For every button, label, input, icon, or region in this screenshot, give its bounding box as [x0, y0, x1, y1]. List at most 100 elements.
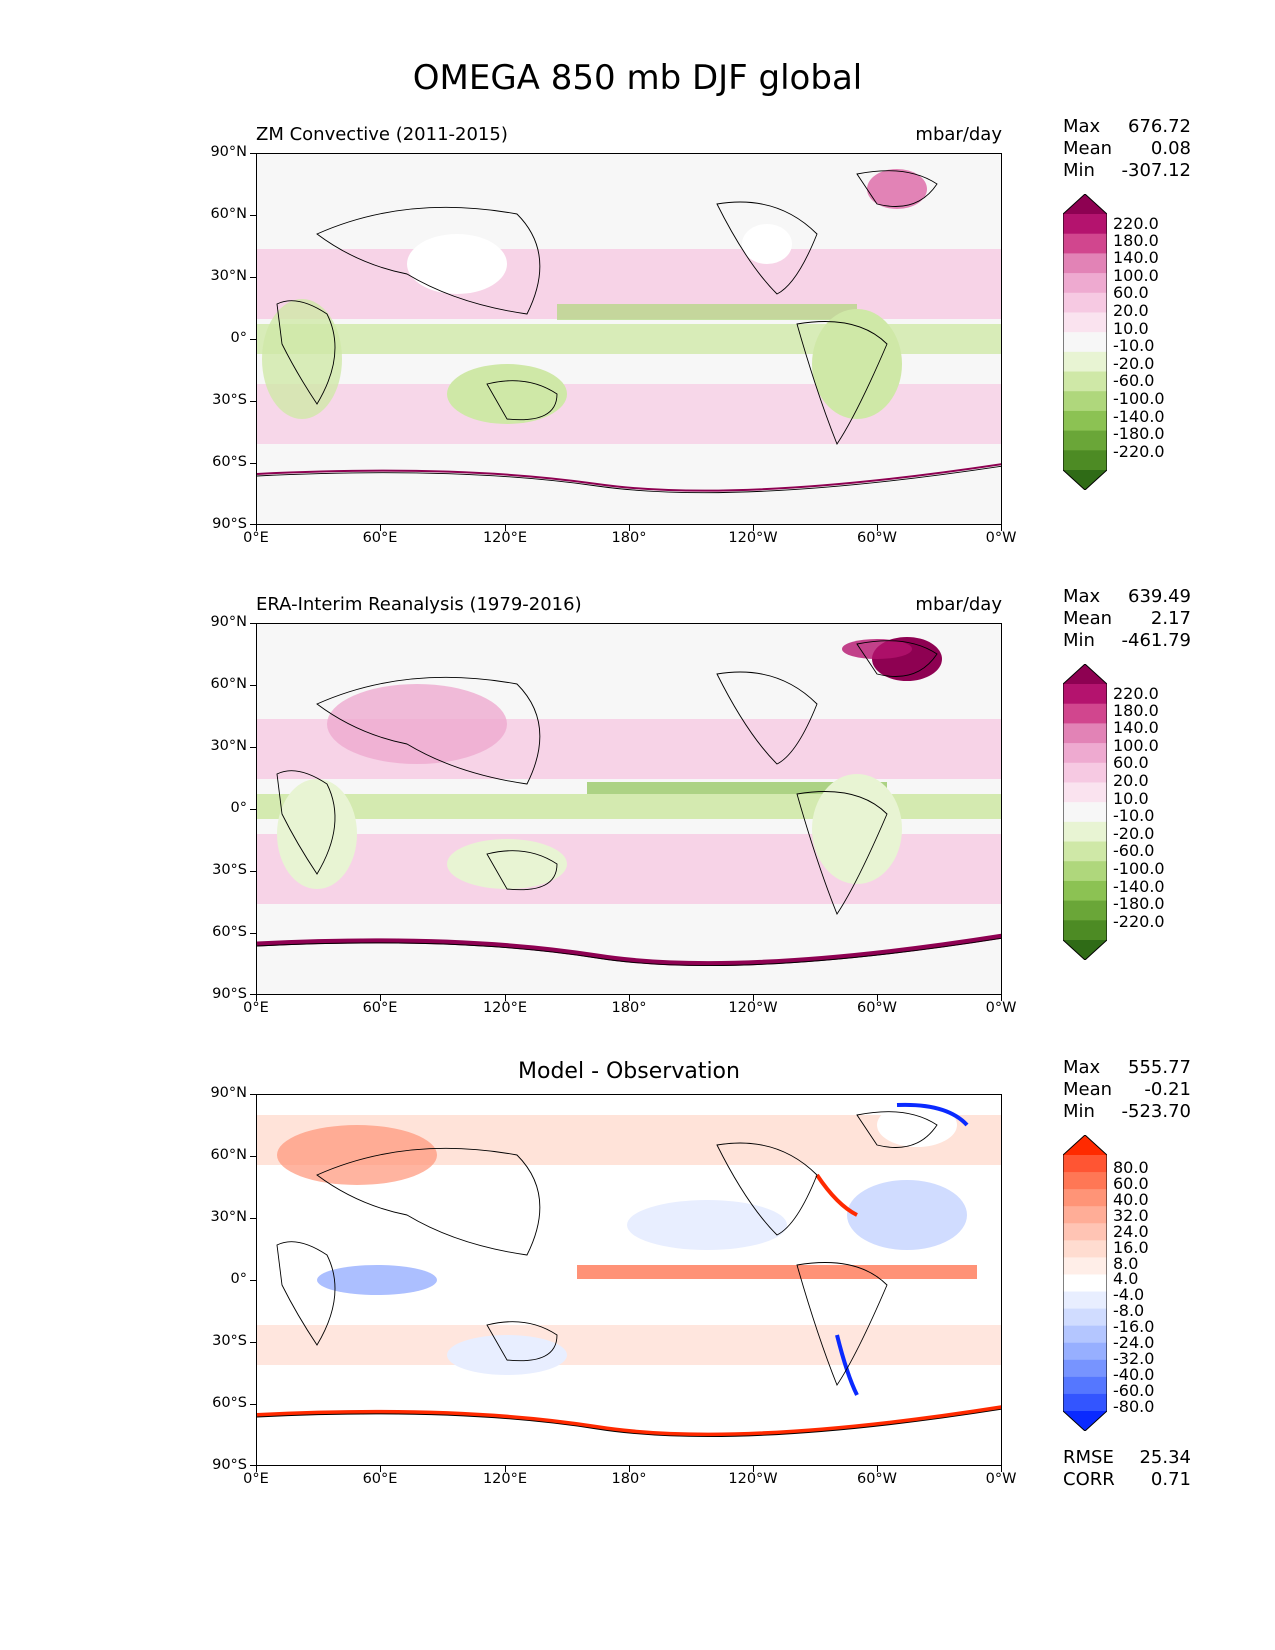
map-diff-field — [257, 1095, 1001, 1465]
colorbar-segment — [1063, 1393, 1107, 1412]
lon-label: 0°W — [985, 530, 1017, 546]
colorbar-segment — [1063, 292, 1107, 314]
colorbar-tick-label: 220.0 — [1113, 684, 1159, 703]
colorbar-segment — [1063, 1172, 1107, 1190]
lat-label: 90°S — [212, 986, 247, 1002]
stat-label: Min — [1063, 160, 1095, 181]
colorbar-segment — [1063, 1240, 1107, 1258]
stat-mean: -0.21 — [1144, 1079, 1191, 1100]
colorbar-tick-label: 20.0 — [1113, 301, 1149, 320]
y-tick — [250, 463, 256, 464]
y-tick — [250, 277, 256, 278]
colorbar-tick-label: -20.0 — [1113, 354, 1155, 373]
stat-label: Max — [1063, 586, 1101, 607]
colorbar-segment — [1063, 470, 1107, 490]
y-tick — [250, 1280, 256, 1281]
colorbar-segment — [1063, 332, 1107, 353]
colorbar-tick-label: 140.0 — [1113, 248, 1159, 267]
lat-label: 60°S — [212, 924, 247, 940]
colorbar-tick-label: 16.0 — [1113, 1238, 1149, 1257]
x-tick — [877, 1466, 878, 1472]
colorbar-tick-label: 100.0 — [1113, 736, 1159, 755]
x-tick — [380, 525, 381, 531]
map-model-field — [257, 154, 1001, 524]
colorbar-tick-label: -20.0 — [1113, 824, 1155, 843]
stat-label: Mean — [1063, 608, 1113, 629]
lon-label: 180° — [611, 1000, 647, 1016]
lon-label: 0°E — [243, 1471, 269, 1487]
panel-obs: ERA-Interim Reanalysis (1979-2016) mbar/… — [0, 586, 1275, 1056]
lon-label: 120°W — [728, 1471, 778, 1487]
stat-label: Max — [1063, 116, 1101, 137]
lon-label: 60°W — [856, 530, 898, 546]
x-tick — [753, 1466, 754, 1472]
colorbar-segment — [1063, 1342, 1107, 1361]
lat-label: 90°N — [210, 1085, 247, 1101]
colorbar-segment — [1063, 194, 1107, 214]
x-tick — [505, 1466, 506, 1472]
stat-label: Min — [1063, 1101, 1095, 1122]
colorbar-tick-label: -16.0 — [1113, 1317, 1155, 1336]
map-obs-field — [257, 624, 1001, 994]
y-tick — [250, 1342, 256, 1343]
colorbar-tick-label: -220.0 — [1113, 442, 1165, 461]
colorbar-segment — [1063, 703, 1107, 724]
lat-label: 60°N — [210, 1147, 247, 1163]
colorbar-segment — [1063, 391, 1107, 412]
colorbar-segment — [1063, 1257, 1107, 1276]
stat-min: -523.70 — [1121, 1101, 1191, 1122]
x-tick — [505, 995, 506, 1001]
colorbar-tick-label: -8.0 — [1113, 1301, 1145, 1320]
colorbar-tick-label: 180.0 — [1113, 701, 1159, 720]
colorbar-tick-label: 60.0 — [1113, 1174, 1149, 1193]
colorbar — [1063, 194, 1107, 490]
lon-label: 0°E — [243, 530, 269, 546]
panel-title-left: ERA-Interim Reanalysis (1979-2016) — [256, 594, 582, 615]
y-tick — [250, 747, 256, 748]
lat-label: 90°S — [212, 1457, 247, 1473]
stats-box: Max 555.77 Mean -0.21 Min -523.70 — [1063, 1057, 1191, 1123]
colorbar-tick-label: -32.0 — [1113, 1349, 1155, 1368]
colorbar-segment — [1063, 273, 1107, 294]
lat-label: 30°N — [210, 1209, 247, 1225]
panel-title-center: Model - Observation — [518, 1059, 740, 1084]
lat-label: 90°N — [210, 144, 247, 160]
x-tick — [505, 525, 506, 531]
x-tick — [256, 525, 257, 531]
stat-min: -307.12 — [1121, 160, 1191, 181]
y-tick — [250, 215, 256, 216]
colorbar-segment — [1063, 1325, 1107, 1344]
stat-mean: 0.08 — [1150, 138, 1191, 159]
y-tick — [250, 153, 256, 154]
lat-label: 30°S — [212, 1333, 247, 1349]
colorbar-segment — [1063, 1359, 1107, 1378]
colorbar-tick-label: 100.0 — [1113, 266, 1159, 285]
colorbar-segment — [1063, 782, 1107, 803]
lon-label: 120°W — [728, 1000, 778, 1016]
lat-label: 30°S — [212, 392, 247, 408]
lon-label: 60°E — [362, 530, 398, 546]
colorbar-segment — [1063, 1206, 1107, 1224]
stat-max: 555.77 — [1128, 1057, 1191, 1078]
x-tick — [256, 995, 257, 1001]
colorbar-tick-label: -140.0 — [1113, 407, 1165, 426]
lat-label: 60°S — [212, 454, 247, 470]
colorbar-tick-label: 40.0 — [1113, 1190, 1149, 1209]
lon-label: 120°W — [728, 530, 778, 546]
lon-label: 60°W — [856, 1000, 898, 1016]
y-tick — [250, 401, 256, 402]
colorbar-segment — [1063, 684, 1107, 705]
y-tick — [250, 1094, 256, 1095]
lon-label: 60°E — [362, 1471, 398, 1487]
colorbar-segment — [1063, 880, 1107, 902]
lat-label: 30°N — [210, 738, 247, 754]
x-tick — [1001, 1466, 1002, 1472]
stat-max: 639.49 — [1128, 586, 1191, 607]
y-tick — [250, 623, 256, 624]
y-tick — [250, 1156, 256, 1157]
colorbar-tick-label: -4.0 — [1113, 1285, 1145, 1304]
colorbar-segment — [1063, 861, 1107, 882]
colorbar-tick-label: 32.0 — [1113, 1206, 1149, 1225]
stat-label: Mean — [1063, 138, 1113, 159]
colorbar-tick-label: 10.0 — [1113, 789, 1149, 808]
